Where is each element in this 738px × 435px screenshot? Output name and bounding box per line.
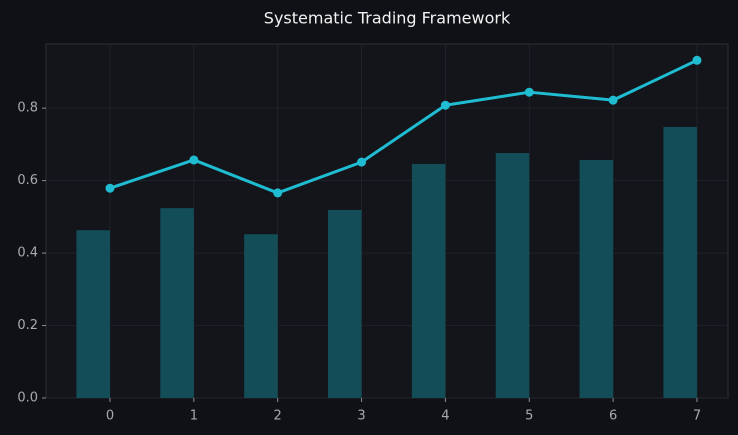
x-tick-label: 1 bbox=[190, 409, 198, 424]
y-tick-label: 0.4 bbox=[17, 246, 38, 261]
x-tick-label: 4 bbox=[441, 409, 449, 424]
line bbox=[109, 58, 698, 195]
bar bbox=[495, 153, 530, 398]
bar bbox=[411, 163, 446, 398]
y-tick-label: 0.2 bbox=[17, 318, 38, 333]
bar bbox=[244, 234, 278, 398]
bar bbox=[663, 126, 697, 398]
point bbox=[692, 55, 702, 65]
x-tick-label: 7 bbox=[693, 409, 701, 424]
chart-title: Systematic Trading Framework bbox=[264, 9, 511, 28]
point bbox=[440, 100, 450, 110]
x-tick-label: 2 bbox=[274, 409, 282, 424]
bar bbox=[160, 208, 194, 398]
point bbox=[524, 87, 534, 97]
y-tick-label: 0.6 bbox=[17, 173, 38, 188]
plot-area bbox=[45, 43, 729, 399]
y-tick-label: 0.0 bbox=[17, 391, 38, 406]
bar bbox=[579, 159, 614, 398]
bar bbox=[76, 230, 110, 398]
x-tick-label: 0 bbox=[106, 409, 114, 424]
point bbox=[189, 155, 199, 165]
point bbox=[273, 188, 283, 198]
x-tick-label: 5 bbox=[525, 409, 533, 424]
bar bbox=[328, 209, 362, 398]
point bbox=[105, 183, 115, 193]
point bbox=[608, 95, 618, 105]
x-tick-label: 3 bbox=[357, 409, 365, 424]
y-tick-label: 0.8 bbox=[17, 101, 38, 116]
point bbox=[357, 157, 367, 167]
x-tick-label: 6 bbox=[609, 409, 617, 424]
